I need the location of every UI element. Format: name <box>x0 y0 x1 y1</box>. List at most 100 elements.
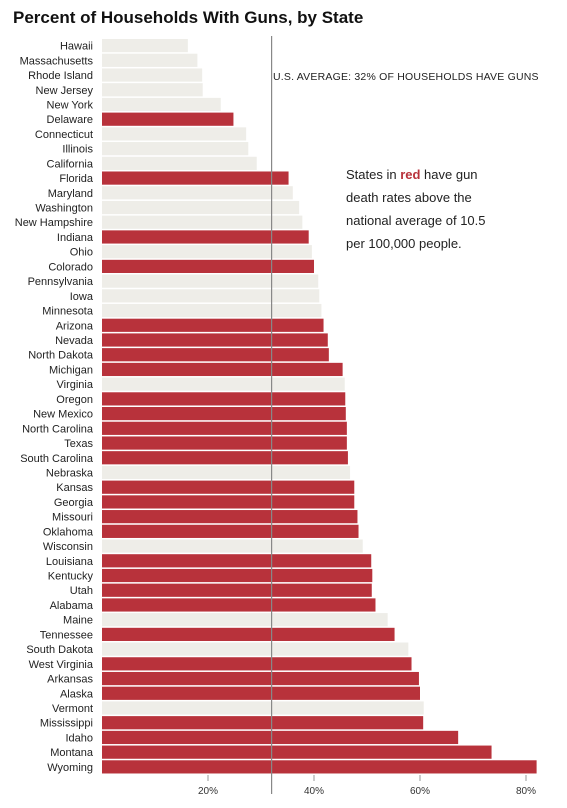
bar-maine <box>102 613 388 627</box>
state-label-new-jersey: New Jersey <box>36 85 94 97</box>
state-label-new-mexico: New Mexico <box>33 409 93 421</box>
state-label-north-dakota: North Dakota <box>28 350 94 362</box>
bars-layer <box>102 39 537 774</box>
state-label-montana: Montana <box>50 747 94 759</box>
state-label-pennsylvania: Pennsylvania <box>28 276 94 288</box>
legend-note-after: have gun death rates above the national … <box>346 167 486 251</box>
bar-south-dakota <box>102 642 409 656</box>
bar-colorado <box>102 259 314 273</box>
bar-mississippi <box>102 716 424 730</box>
bar-alabama <box>102 598 376 612</box>
bar-texas <box>102 436 347 450</box>
bar-indiana <box>102 230 309 244</box>
bar-new-jersey <box>102 83 203 97</box>
state-label-massachusetts: Massachusetts <box>20 55 94 67</box>
state-label-maryland: Maryland <box>48 188 93 200</box>
state-label-texas: Texas <box>64 438 93 450</box>
us-average-annotation: U.S. AVERAGE: 32% OF HOUSEHOLDS HAVE GUN… <box>273 71 539 83</box>
bar-arkansas <box>102 671 419 686</box>
state-label-north-carolina: North Carolina <box>22 423 94 435</box>
state-label-colorado: Colorado <box>48 261 93 273</box>
x-tick-label: 80% <box>516 786 536 797</box>
state-labels-layer: Hawaii Massachusetts Rhode Island New Jerse… <box>15 41 94 774</box>
state-label-wyoming: Wyoming <box>47 762 93 774</box>
bar-north-dakota <box>102 348 329 362</box>
state-label-alaska: Alaska <box>60 688 94 700</box>
state-label-washington: Washington <box>35 203 93 215</box>
state-label-idaho: Idaho <box>65 732 93 744</box>
state-label-south-carolina: South Carolina <box>20 453 94 465</box>
state-label-maine: Maine <box>63 615 93 627</box>
bar-michigan <box>102 362 343 377</box>
bar-utah <box>102 583 372 597</box>
state-label-hawaii: Hawaii <box>60 41 93 53</box>
state-label-florida: Florida <box>59 173 94 185</box>
bar-oklahoma <box>102 524 359 538</box>
state-label-illinois: Illinois <box>62 144 93 156</box>
state-label-nevada: Nevada <box>55 335 94 347</box>
state-label-virginia: Virginia <box>57 379 94 391</box>
x-axis-ticks-layer: 20% 40% 60% 80% <box>198 775 536 797</box>
bar-oregon <box>102 392 346 406</box>
state-label-connecticut: Connecticut <box>35 129 93 141</box>
bar-north-carolina <box>102 421 347 435</box>
bar-wisconsin <box>102 539 363 553</box>
bar-idaho <box>102 730 459 745</box>
bar-connecticut <box>102 127 247 141</box>
x-tick-label: 60% <box>410 786 430 797</box>
bar-rhode-island <box>102 68 203 82</box>
state-label-oregon: Oregon <box>56 394 93 406</box>
bar-louisiana <box>102 554 372 568</box>
bar-tennessee <box>102 627 395 641</box>
state-label-georgia: Georgia <box>54 497 94 509</box>
state-label-delaware: Delaware <box>47 114 93 126</box>
bar-iowa <box>102 289 320 303</box>
x-tick-label: 40% <box>304 786 324 797</box>
bar-nebraska <box>102 465 351 480</box>
state-label-west-virginia: West Virginia <box>29 659 94 671</box>
bar-new-hampshire <box>102 215 303 229</box>
bar-georgia <box>102 495 355 509</box>
state-label-south-dakota: South Dakota <box>26 644 94 656</box>
state-label-rhode-island: Rhode Island <box>28 70 93 82</box>
bar-west-virginia <box>102 657 412 671</box>
bar-montana <box>102 745 492 759</box>
legend-note-highlight: red <box>400 167 421 182</box>
state-label-louisiana: Louisiana <box>46 556 94 568</box>
bar-wyoming <box>102 760 537 774</box>
bar-new-mexico <box>102 407 346 421</box>
state-label-ohio: Ohio <box>70 247 93 259</box>
bar-hawaii <box>102 39 188 53</box>
bar-alaska <box>102 686 420 700</box>
state-label-utah: Utah <box>70 585 93 597</box>
state-label-michigan: Michigan <box>49 364 93 376</box>
state-label-alabama: Alabama <box>50 600 94 612</box>
bar-south-carolina <box>102 451 348 465</box>
bar-pennsylvania <box>102 274 319 288</box>
state-label-california: California <box>47 158 94 170</box>
bar-virginia <box>102 377 345 391</box>
bar-missouri <box>102 510 358 524</box>
state-label-nebraska: Nebraska <box>46 467 94 479</box>
bar-florida <box>102 171 289 185</box>
state-label-vermont: Vermont <box>52 703 93 715</box>
chart-title: Percent of Households With Guns, by Stat… <box>13 8 364 27</box>
bar-massachusetts <box>102 53 198 67</box>
state-label-tennessee: Tennessee <box>40 629 93 641</box>
bar-maryland <box>102 186 293 200</box>
bar-illinois <box>102 142 249 156</box>
bar-nevada <box>102 333 328 347</box>
state-label-mississippi: Mississippi <box>40 718 93 730</box>
state-label-kentucky: Kentucky <box>48 571 94 583</box>
bar-new-york <box>102 97 221 112</box>
state-label-arkansas: Arkansas <box>47 674 93 686</box>
bar-california <box>102 156 257 170</box>
state-label-kansas: Kansas <box>56 482 93 494</box>
state-label-new-hampshire: New Hampshire <box>15 217 93 229</box>
state-label-wisconsin: Wisconsin <box>43 541 93 553</box>
state-label-missouri: Missouri <box>52 512 93 524</box>
legend-note-before: States in <box>346 167 401 182</box>
state-label-minnesota: Minnesota <box>42 306 94 318</box>
bar-arizona <box>102 318 324 332</box>
